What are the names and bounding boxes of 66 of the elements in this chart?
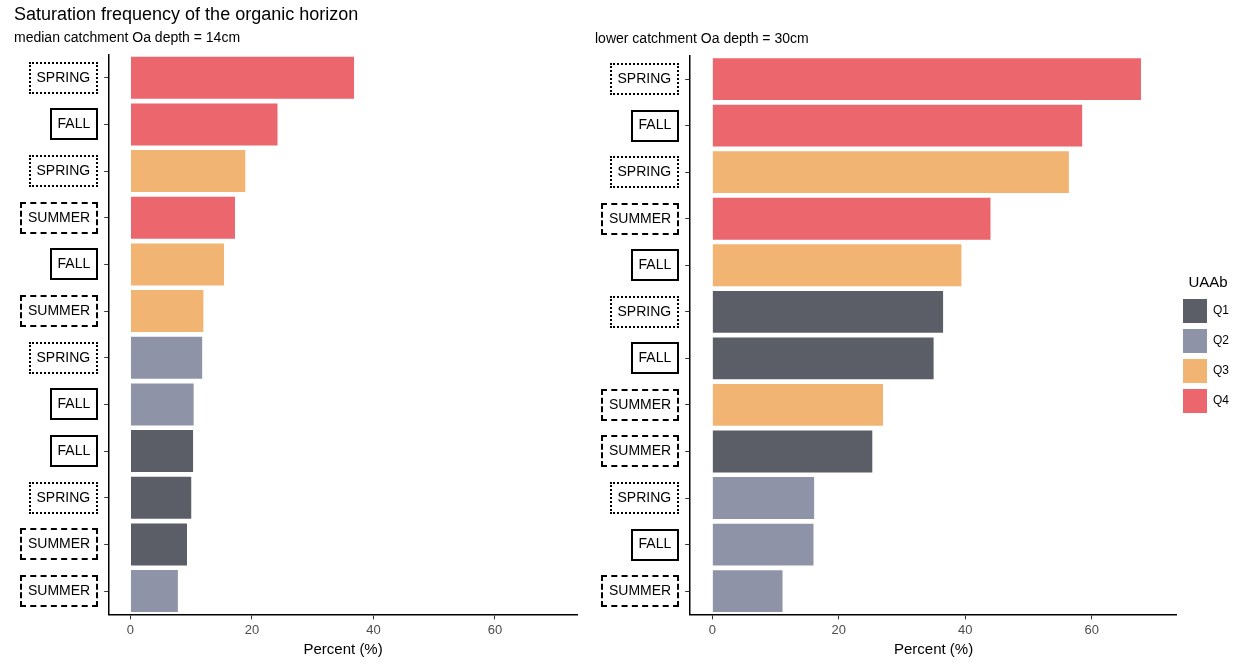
y-tick-label: FALL — [57, 115, 91, 132]
y-tick-label: SPRING — [617, 69, 672, 86]
y-tick-label: FALL — [57, 441, 91, 458]
y-tick-label: SUMMER — [27, 208, 91, 225]
y-tick-label: SPRING — [617, 163, 672, 180]
y-tick-label: SPRING — [36, 488, 91, 505]
y-tick-label: SUMMER — [608, 581, 672, 598]
bar — [712, 290, 944, 333]
bar — [130, 430, 194, 473]
bar — [712, 244, 962, 287]
bar — [130, 383, 194, 426]
x-tick-label: 60 — [1084, 621, 1099, 637]
bar — [130, 476, 192, 519]
chart-subtitle: lower catchment Oa depth = 30cm — [595, 30, 809, 47]
y-tick-label: SPRING — [617, 488, 672, 505]
bar — [130, 570, 178, 613]
legend-label: Q4 — [1212, 393, 1230, 408]
x-axis-title: Percent (%) — [894, 640, 974, 658]
x-axis-title: Percent (%) — [303, 640, 383, 658]
chart-title: Saturation frequency of the organic horizon — [14, 3, 359, 24]
bar — [130, 196, 235, 239]
x-tick-label: 0 — [708, 621, 716, 637]
legend-label: Q3 — [1212, 363, 1230, 378]
x-tick-label: 20 — [831, 621, 847, 637]
bar — [712, 104, 1083, 147]
bar — [712, 570, 783, 613]
x-tick-label: 40 — [366, 621, 381, 637]
x-tick-label: 0 — [126, 621, 135, 637]
y-tick-label: FALL — [57, 395, 91, 412]
bar — [712, 197, 991, 240]
y-tick-label: SUMMER — [27, 301, 91, 318]
bar — [712, 151, 1069, 194]
bar — [712, 477, 815, 519]
bar — [712, 58, 1141, 101]
legend-label: Q1 — [1212, 303, 1230, 318]
y-tick-label: FALL — [57, 255, 91, 272]
y-tick-label: SPRING — [36, 161, 91, 178]
y-tick-label: SPRING — [36, 68, 91, 85]
y-tick-label: SUMMER — [608, 442, 672, 459]
y-tick-label: SUMMER — [608, 395, 672, 412]
bar — [712, 383, 884, 426]
bar — [130, 150, 246, 193]
bar — [712, 430, 873, 473]
y-tick-label: SPRING — [617, 302, 672, 319]
legend-label: Q2 — [1212, 333, 1230, 348]
y-tick-label: FALL — [638, 349, 672, 366]
y-tick-label: FALL — [638, 116, 672, 133]
bar — [130, 336, 203, 379]
y-tick-label: FALL — [638, 256, 672, 273]
y-tick-label: SUMMER — [27, 535, 91, 552]
bar — [130, 290, 204, 333]
bar — [130, 523, 187, 566]
x-tick-label: 60 — [487, 621, 503, 637]
bar — [130, 103, 278, 146]
x-tick-label: 20 — [244, 621, 260, 637]
y-tick-label: FALL — [638, 535, 672, 552]
y-tick-label: SPRING — [36, 348, 91, 365]
x-tick-label: 40 — [957, 621, 973, 637]
legend-title: UAAb — [1188, 272, 1228, 290]
bar — [130, 56, 355, 99]
y-tick-label: SUMMER — [27, 581, 91, 598]
bar — [712, 523, 814, 566]
bar — [130, 243, 225, 286]
bar — [712, 337, 934, 380]
y-tick-label: SUMMER — [608, 209, 672, 226]
chart-subtitle: median catchment Oa depth = 14cm — [14, 28, 241, 45]
